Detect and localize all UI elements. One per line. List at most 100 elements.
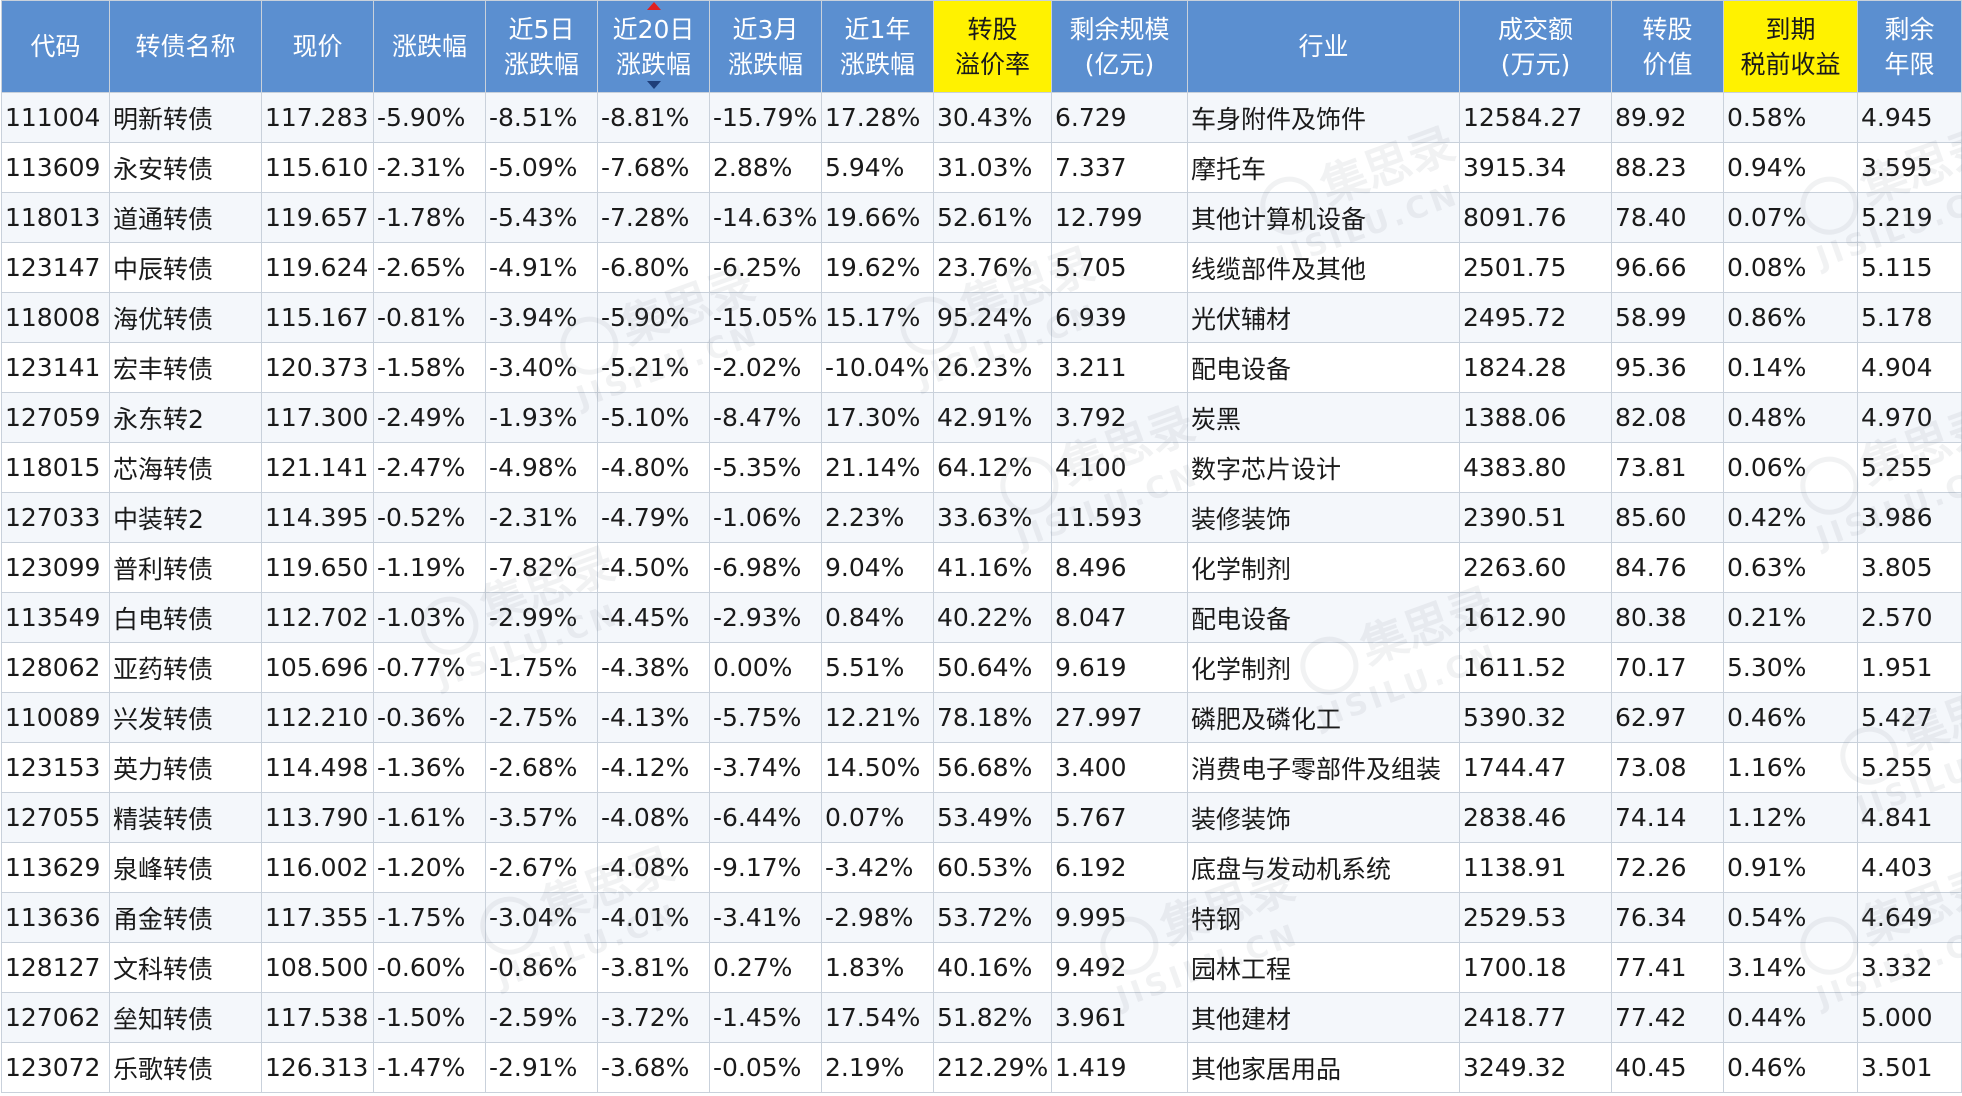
cell-chg5d: -3.57% [485,792,598,843]
bond-code-link[interactable]: 128062 [1,642,110,693]
bond-code-link[interactable]: 113636 [1,892,110,943]
table-row[interactable]: 118015 芯海转债 121.141 -2.47% -4.98% -4.80% -5.35… [1,442,1962,493]
cell-chg20d: -4.08% [597,792,710,843]
table-row[interactable]: 118008 海优转债 115.167 -0.81% -3.94% -5.90% -15.0… [1,292,1962,343]
sort-descending-icon[interactable] [646,81,661,89]
table-row[interactable]: 127062 垒知转债 117.538 -1.50% -2.59% -3.72% -1.45… [1,992,1962,1043]
bond-name-link[interactable]: 英力转债 [109,742,262,793]
table-row[interactable]: 113629 泉峰转债 116.002 -1.20% -2.67% -4.08% -9.17… [1,842,1962,893]
cell-volume: 2501.75 [1459,242,1612,293]
table-row[interactable]: 128127 文科转债 108.500 -0.60% -0.86% -3.81% 0.27%… [1,942,1962,993]
column-header-chg5d[interactable]: 近5日 涨跌幅 [485,0,598,93]
table-row[interactable]: 123099 普利转债 119.650 -1.19% -7.82% -4.50% -6.98… [1,542,1962,593]
bond-code-link[interactable]: 127062 [1,992,110,1043]
bond-name-link[interactable]: 垒知转债 [109,992,262,1043]
column-header-chg3m[interactable]: 近3月 涨跌幅 [709,0,822,93]
sort-ascending-icon[interactable] [646,2,661,10]
cell-chg20d: -4.79% [597,492,710,543]
bond-name-link[interactable]: 泉峰转债 [109,842,262,893]
cell-industry: 特钢 [1187,892,1460,943]
bond-name-link[interactable]: 道通转债 [109,192,262,243]
bond-name-link[interactable]: 文科转债 [109,942,262,993]
cell-conv_value: 58.99 [1611,292,1724,343]
cell-price: 117.283 [261,92,374,143]
bond-code-link[interactable]: 127033 [1,492,110,543]
cell-price: 105.696 [261,642,374,693]
cell-premium: 40.22% [933,592,1052,643]
cell-chg20d: -4.45% [597,592,710,643]
column-header-code[interactable]: 代码 [1,0,110,93]
cell-conv_value: 77.42 [1611,992,1724,1043]
bond-name-link[interactable]: 甬金转债 [109,892,262,943]
column-header-price[interactable]: 现价 [261,0,374,93]
cell-conv_value: 74.14 [1611,792,1724,843]
bond-code-link[interactable]: 118008 [1,292,110,343]
bond-name-link[interactable]: 海优转债 [109,292,262,343]
bond-name-link[interactable]: 白电转债 [109,592,262,643]
bond-name-link[interactable]: 芯海转债 [109,442,262,493]
bond-code-link[interactable]: 128127 [1,942,110,993]
column-header-ytm[interactable]: 到期 税前收益 [1723,0,1858,93]
cell-ytm: 5.30% [1723,642,1858,693]
table-row[interactable]: 110089 兴发转债 112.210 -0.36% -2.75% -4.13% -5.75… [1,692,1962,743]
bond-name-link[interactable]: 乐歌转债 [109,1042,262,1093]
bond-name-link[interactable]: 永东转2 [109,392,262,443]
column-header-years[interactable]: 剩余 年限 [1857,0,1962,93]
bond-code-link[interactable]: 123072 [1,1042,110,1093]
table-row[interactable]: 128062 亚药转债 105.696 -0.77% -1.75% -4.38% 0.00%… [1,642,1962,693]
table-row[interactable]: 127033 中装转2 114.395 -0.52% -2.31% -4.79% -1.06… [1,492,1962,543]
bond-code-link[interactable]: 127059 [1,392,110,443]
cell-chg5d: -2.99% [485,592,598,643]
bond-name-link[interactable]: 兴发转债 [109,692,262,743]
bond-code-link[interactable]: 111004 [1,92,110,143]
cell-premium: 64.12% [933,442,1052,493]
table-row[interactable]: 123141 宏丰转债 120.373 -1.58% -3.40% -5.21% -2.02… [1,342,1962,393]
bond-name-link[interactable]: 宏丰转债 [109,342,262,393]
bond-code-link[interactable]: 118013 [1,192,110,243]
column-header-label: 现价 [292,32,343,61]
column-header-change[interactable]: 涨跌幅 [373,0,486,93]
column-header-chg1y[interactable]: 近1年 涨跌幅 [821,0,934,93]
column-header-conv_value[interactable]: 转股 价值 [1611,0,1724,93]
column-header-label: 代码 [30,32,81,61]
table-row[interactable]: 111004 明新转债 117.283 -5.90% -8.51% -8.81% -15.7… [1,92,1962,143]
column-header-premium[interactable]: 转股 溢价率 [933,0,1052,93]
table-row[interactable]: 118013 道通转债 119.657 -1.78% -5.43% -7.28% -14.6… [1,192,1962,243]
bond-name-link[interactable]: 中辰转债 [109,242,262,293]
bond-name-link[interactable]: 永安转债 [109,142,262,193]
bond-name-link[interactable]: 精装转债 [109,792,262,843]
column-header-volume[interactable]: 成交额 (万元) [1459,0,1612,93]
column-header-scale[interactable]: 剩余规模 (亿元) [1051,0,1188,93]
table-row[interactable]: 123072 乐歌转债 126.313 -1.47% -2.91% -3.68% -0.05… [1,1042,1962,1093]
column-header-name[interactable]: 转债名称 [109,0,262,93]
table-row[interactable]: 113549 白电转债 112.702 -1.03% -2.99% -4.45% -2.93… [1,592,1962,643]
bond-name-link[interactable]: 中装转2 [109,492,262,543]
bond-code-link[interactable]: 118015 [1,442,110,493]
cell-industry: 其他计算机设备 [1187,192,1460,243]
bond-code-link[interactable]: 113549 [1,592,110,643]
cell-price: 117.538 [261,992,374,1043]
bond-code-link[interactable]: 123153 [1,742,110,793]
table-row[interactable]: 127055 精装转债 113.790 -1.61% -3.57% -4.08% -6.44… [1,792,1962,843]
cell-conv_value: 72.26 [1611,842,1724,893]
table-row[interactable]: 113636 甬金转债 117.355 -1.75% -3.04% -4.01% -3.41… [1,892,1962,943]
column-header-industry[interactable]: 行业 [1187,0,1460,93]
table-row[interactable]: 123147 中辰转债 119.624 -2.65% -4.91% -6.80% -6.25… [1,242,1962,293]
table-row[interactable]: 127059 永东转2 117.300 -2.49% -1.93% -5.10% -8.47… [1,392,1962,443]
table-row[interactable]: 113609 永安转债 115.610 -2.31% -5.09% -7.68% 2.88%… [1,142,1962,193]
bond-name-link[interactable]: 亚药转债 [109,642,262,693]
bond-code-link[interactable]: 113609 [1,142,110,193]
bond-code-link[interactable]: 113629 [1,842,110,893]
column-header-chg20d[interactable]: 近20日 涨跌幅 [597,0,710,93]
bond-code-link[interactable]: 110089 [1,692,110,743]
bond-code-link[interactable]: 123147 [1,242,110,293]
cell-ytm: 0.07% [1723,192,1858,243]
cell-conv_value: 78.40 [1611,192,1724,243]
bond-code-link[interactable]: 127055 [1,792,110,843]
bond-code-link[interactable]: 123099 [1,542,110,593]
bond-code-link[interactable]: 123141 [1,342,110,393]
table-row[interactable]: 123153 英力转债 114.498 -1.36% -2.68% -4.12% -3.74… [1,742,1962,793]
bond-name-link[interactable]: 普利转债 [109,542,262,593]
bond-name-link[interactable]: 明新转债 [109,92,262,143]
